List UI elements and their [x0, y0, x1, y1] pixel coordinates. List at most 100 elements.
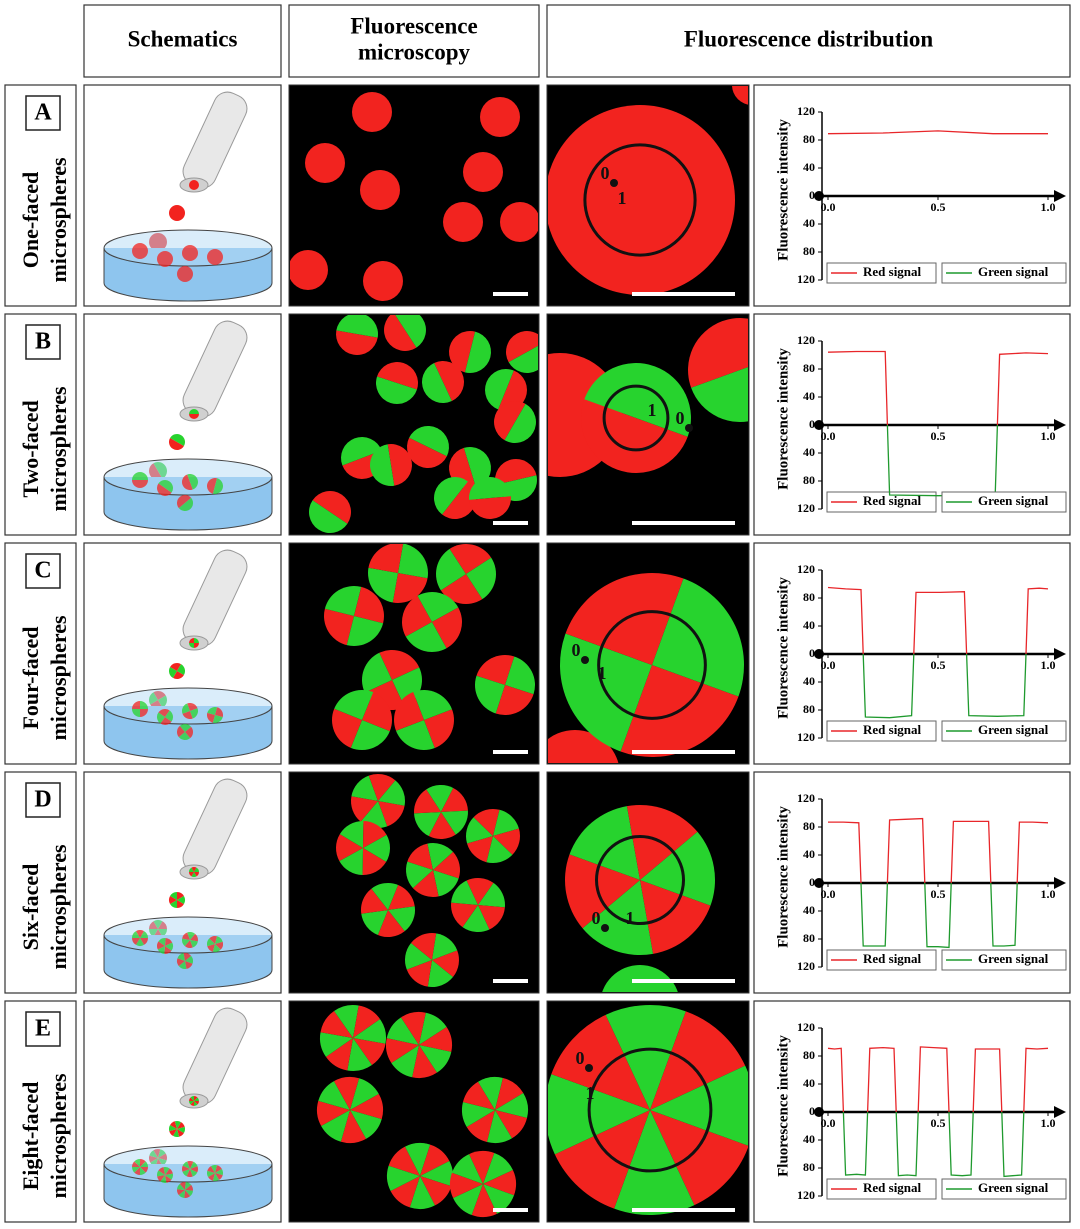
sphere-face	[165, 938, 173, 946]
sphere	[401, 592, 463, 652]
circle-label: 0	[676, 408, 685, 428]
profile-circle	[595, 835, 685, 925]
origin-dot	[814, 649, 824, 659]
chart-box	[753, 1000, 1071, 1223]
sphere	[500, 202, 538, 242]
header-text: Fluorescence	[350, 13, 477, 38]
sphere-face	[377, 361, 418, 390]
sphere-face	[434, 361, 464, 402]
circle-label: 1	[626, 908, 635, 928]
chart-box	[753, 542, 1071, 765]
sphere-face	[157, 941, 165, 950]
sphere	[189, 180, 199, 190]
sphere	[384, 315, 426, 351]
sphere-face	[353, 1019, 386, 1044]
start-point	[601, 924, 609, 932]
sphere	[207, 1165, 223, 1182]
sphere-face	[208, 1173, 215, 1181]
sphere-face	[339, 848, 363, 875]
sphere-face	[466, 557, 497, 600]
sphere-face	[194, 1096, 198, 1101]
sphere	[181, 474, 199, 490]
legend-label: Green signal	[978, 493, 1049, 508]
x-tick-label: 0.5	[931, 1116, 946, 1130]
sphere-face	[215, 1173, 223, 1180]
capillary	[182, 778, 248, 876]
y-tick-label: 0	[809, 875, 815, 889]
y-tick-label: 40	[803, 445, 815, 459]
sphere-face	[384, 315, 417, 351]
signal-line	[827, 1046, 1049, 1113]
sphere	[462, 1077, 528, 1143]
x-tick-label: 0.5	[931, 200, 946, 214]
start-point	[585, 1064, 593, 1072]
sphere	[169, 434, 185, 450]
x-tick-label: 1.0	[1041, 200, 1056, 214]
sphere-face	[177, 1122, 185, 1129]
sphere-face	[581, 399, 688, 473]
y-tick-label: 80	[803, 702, 815, 716]
sphere-face	[170, 662, 181, 671]
legend-box	[826, 1178, 937, 1200]
row-label-box	[4, 542, 77, 765]
schematic-box	[83, 771, 282, 994]
signal-line	[842, 1111, 1025, 1178]
sphere-face	[160, 1175, 167, 1183]
sphere-face	[181, 474, 193, 490]
sphere-face	[182, 1161, 190, 1169]
sphere-face	[432, 950, 459, 977]
start-point	[610, 179, 618, 187]
row-label: Two-faced	[18, 400, 43, 497]
sphere-face	[350, 1078, 379, 1110]
schematic	[103, 549, 273, 760]
sphere-face	[185, 955, 193, 964]
sphere-face	[211, 1165, 218, 1173]
sphere-face	[351, 796, 378, 822]
sphere	[443, 202, 483, 242]
sphere-face	[174, 1120, 181, 1129]
y-tick-label: 40	[803, 160, 815, 174]
sphere-face	[182, 1169, 190, 1177]
sphere-face	[170, 1121, 177, 1129]
sphere	[506, 331, 538, 373]
sphere-face	[177, 1126, 185, 1133]
sphere-face	[215, 1165, 222, 1173]
sphere-face	[334, 1005, 359, 1038]
sphere	[320, 1005, 386, 1071]
signal-line	[862, 653, 1027, 719]
micrograph	[336, 774, 520, 987]
y-tick-label: 40	[803, 618, 815, 632]
sphere-face	[508, 345, 538, 373]
sphere-face	[467, 836, 493, 863]
circle-label: 1	[598, 663, 607, 683]
circle-label: 0	[576, 1048, 585, 1068]
sphere-face	[185, 726, 193, 739]
sphere-face	[551, 1014, 650, 1110]
sphere-face	[190, 1096, 194, 1101]
x-tick-label: 1.0	[1041, 429, 1056, 443]
sphere-face	[554, 1110, 650, 1209]
sphere-face	[394, 691, 424, 731]
sphere	[156, 479, 174, 496]
row-label-box	[4, 771, 77, 994]
sphere-face	[194, 1097, 199, 1101]
sphere-face	[414, 812, 441, 837]
sphere-face	[478, 1077, 503, 1110]
sphere-face	[419, 1012, 447, 1045]
chart-box	[753, 84, 1071, 307]
sphere-face	[177, 664, 186, 675]
sphere-face	[334, 1076, 360, 1110]
sphere-face	[362, 652, 392, 693]
y-tick-label: 40	[803, 389, 815, 403]
sphere	[449, 331, 491, 373]
sphere	[434, 477, 476, 519]
sphere-face	[186, 1169, 193, 1177]
row-label-box	[4, 84, 77, 307]
sphere-face	[474, 675, 505, 714]
sphere-face	[379, 650, 420, 680]
sphere-face	[140, 1161, 148, 1167]
sphere-face	[413, 690, 453, 720]
sphere-face	[363, 821, 387, 848]
legend-label: Green signal	[978, 1180, 1049, 1195]
